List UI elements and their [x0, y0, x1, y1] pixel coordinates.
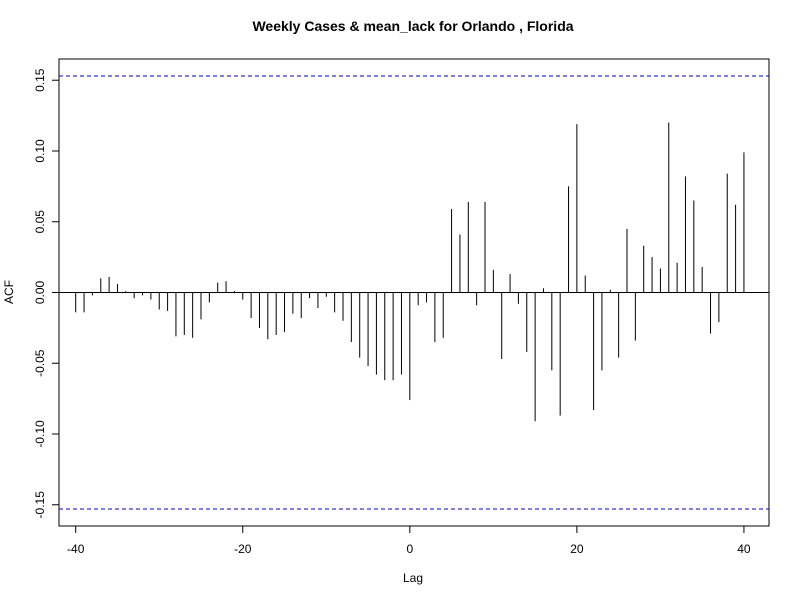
y-axis: -0.15 -0.10 -0.05 0.00 0.05 0.10 0.15	[33, 68, 60, 519]
x-tick-label: -20	[234, 542, 252, 556]
x-axis-label: Lag	[403, 571, 423, 585]
x-tick-label: 0	[406, 542, 413, 556]
y-axis-label: ACF	[2, 280, 16, 304]
acf-bars	[75, 122, 745, 422]
x-axis: -40 -20 0 20 40	[67, 525, 751, 556]
confidence-bounds	[59, 75, 769, 510]
y-tick-label: 0.00	[33, 280, 47, 304]
x-tick-label: 40	[737, 542, 751, 556]
y-tick-label: -0.15	[33, 491, 47, 519]
x-tick-label: -40	[67, 542, 85, 556]
x-tick-label: 20	[570, 542, 584, 556]
chart-title: Weekly Cases & mean_lack for Orlando , F…	[252, 18, 573, 34]
y-tick-label: -0.10	[33, 420, 47, 448]
y-tick-label: 0.10	[33, 139, 47, 163]
y-tick-label: -0.05	[33, 349, 47, 377]
y-tick-label: 0.05	[33, 210, 47, 234]
y-tick-label: 0.15	[33, 68, 47, 92]
